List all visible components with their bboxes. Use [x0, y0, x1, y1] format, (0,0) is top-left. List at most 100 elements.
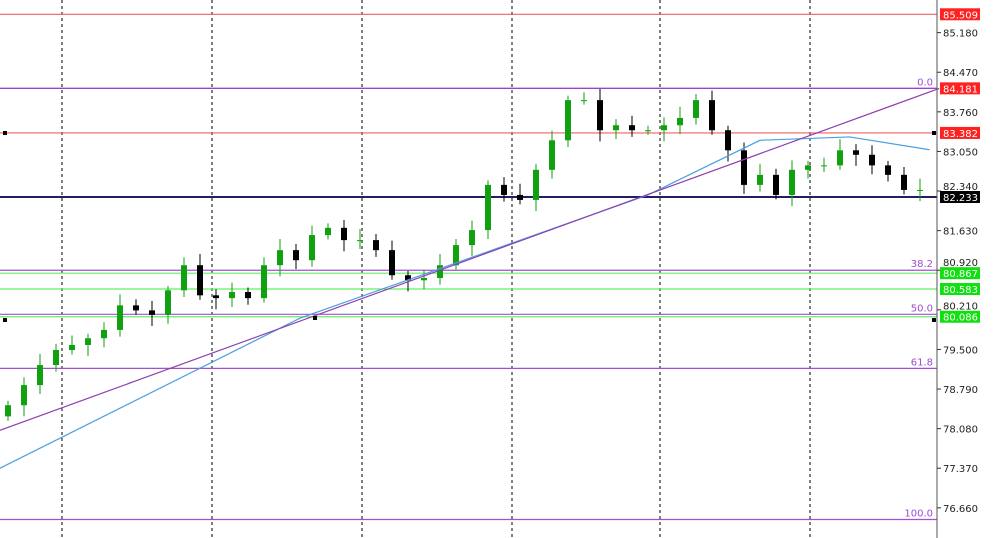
price-label-box	[940, 267, 980, 280]
candle-body	[885, 165, 891, 175]
candle-body	[53, 349, 59, 366]
candle-body	[85, 338, 91, 345]
price-label-box	[940, 283, 980, 296]
price-axis[interactable]: 85.180 84.470 83.760 83.050 82.340 81.630 80.9…	[937, 8, 980, 515]
price-label-box	[940, 310, 980, 323]
candle-body	[21, 385, 27, 406]
candle-body	[661, 125, 667, 131]
price-label-box	[940, 8, 980, 21]
overlays	[0, 87, 940, 469]
candle-body	[437, 265, 443, 279]
axis-tick-label: 80.920	[943, 258, 978, 269]
anchor-marker	[313, 316, 317, 320]
candle-body	[213, 295, 219, 299]
axis-tick-label: 76.660	[943, 504, 978, 515]
candles	[5, 88, 923, 421]
candle-body	[5, 405, 11, 417]
anchor-marker	[3, 318, 7, 322]
axis-tick-label: 80.210	[943, 302, 978, 313]
candle-body	[533, 169, 539, 200]
candle-body	[101, 329, 107, 339]
candle-body	[357, 240, 363, 242]
horizontal-lines: 0.0 38.2 50.0 61.8 100.0	[0, 13, 937, 521]
price-label-box	[940, 191, 980, 203]
candle-body	[149, 310, 155, 315]
vertical-grid	[61, 0, 811, 538]
axis-tick-label: 78.790	[943, 385, 978, 396]
candle-body	[69, 344, 75, 350]
candle-body	[181, 265, 187, 291]
price-label-box	[940, 126, 980, 139]
candle-body	[325, 227, 331, 236]
candle-body	[917, 189, 923, 191]
candle-body	[277, 250, 283, 266]
candle-body	[229, 291, 235, 299]
candle-body	[421, 278, 427, 281]
candle-body	[773, 174, 779, 195]
axis-tick-label: 84.470	[943, 68, 978, 79]
price-label: 84.181	[943, 84, 978, 95]
fib-label: 38.2	[911, 259, 933, 270]
candle-body	[613, 125, 619, 131]
candle-body	[725, 130, 731, 151]
axis-tick-label: 83.050	[943, 147, 978, 158]
candle-body	[597, 100, 603, 131]
axis-tick-label: 85.180	[943, 29, 978, 40]
fib-label: 50.0	[911, 303, 933, 314]
candle-body	[629, 125, 635, 131]
candle-body	[197, 265, 203, 296]
candle-body	[245, 291, 251, 299]
candle-body	[581, 100, 587, 102]
candle-body	[405, 275, 411, 281]
price-label: 80.583	[943, 285, 978, 296]
price-label: 80.086	[943, 313, 978, 324]
axis-tick-label: 77.370	[943, 464, 978, 475]
price-label: 83.382	[943, 129, 978, 140]
candle-body	[293, 250, 299, 261]
price-label-box	[940, 82, 980, 95]
price-label: 85.509	[943, 10, 978, 21]
candle-body	[757, 174, 763, 185]
candle-body	[117, 305, 123, 330]
anchor-marker	[932, 318, 936, 322]
candle-body	[165, 290, 171, 315]
candle-body	[517, 194, 523, 200]
fib-label: 0.0	[917, 77, 933, 88]
candle-body	[501, 184, 507, 195]
candle-body	[549, 140, 555, 170]
candle-body	[821, 165, 827, 167]
candle-body	[869, 154, 875, 166]
candle-body	[709, 100, 715, 131]
fib-label: 61.8	[911, 357, 933, 368]
candle-body	[741, 150, 747, 185]
candle-body	[485, 184, 491, 231]
candle-body	[805, 165, 811, 170]
candle-body	[261, 265, 267, 299]
trendline	[0, 87, 940, 431]
candle-body	[645, 130, 651, 132]
axis-tick-label: 81.630	[943, 227, 978, 238]
candle-body	[373, 240, 379, 251]
candle-body	[453, 245, 459, 266]
candle-body	[901, 174, 907, 190]
fib-label: 100.0	[904, 509, 933, 520]
anchor-marker	[3, 131, 7, 135]
candle-body	[469, 230, 475, 246]
candle-body	[693, 100, 699, 118]
candle-body	[309, 235, 315, 261]
axis-tick-label: 82.340	[943, 182, 978, 193]
candle-body	[341, 227, 347, 241]
candle-body	[853, 150, 859, 155]
axis-tick-label: 78.080	[943, 425, 978, 436]
price-label: 80.867	[943, 269, 978, 280]
candle-body	[789, 169, 795, 195]
candle-body	[389, 250, 395, 276]
candle-body	[837, 150, 843, 166]
axis-tick-label: 83.760	[943, 108, 978, 119]
candle-body	[677, 117, 683, 126]
candle-body	[133, 305, 139, 311]
axis-tick-label: 79.500	[943, 345, 978, 356]
price-label: 82.233	[943, 193, 978, 204]
candle-body	[565, 100, 571, 141]
